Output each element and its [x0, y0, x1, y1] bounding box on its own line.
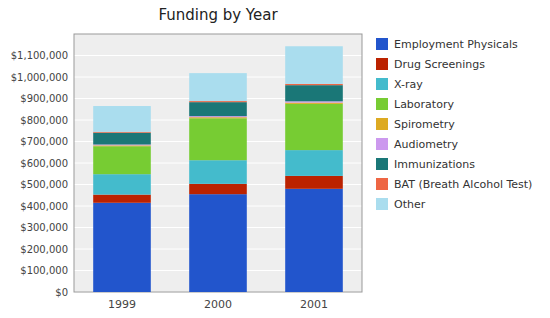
bar-segment [189, 118, 247, 160]
title: Funding by Year [158, 6, 278, 24]
bar-segment [189, 116, 247, 117]
y-tick-label: $100,000 [20, 265, 68, 276]
y-tick-label: $200,000 [20, 244, 68, 255]
legend-swatch [376, 178, 388, 190]
y-tick-label: $600,000 [20, 158, 68, 169]
plot-area [74, 34, 362, 292]
legend-swatch [376, 138, 388, 150]
y-tick-label: $700,000 [20, 136, 68, 147]
legend-swatch [376, 158, 388, 170]
legend-swatch [376, 118, 388, 130]
bars [93, 46, 343, 292]
legend-swatch [376, 98, 388, 110]
bar-segment [189, 117, 247, 118]
bar-segment [285, 46, 343, 84]
bar-segment [285, 150, 343, 176]
legend-swatch [376, 58, 388, 70]
legend-label: Employment Physicals [394, 38, 518, 51]
y-tick-label: $300,000 [20, 222, 68, 233]
bar-segment [93, 174, 151, 194]
legend-label: Other [394, 198, 426, 211]
bar-segment [189, 73, 247, 101]
bar-segment [93, 133, 151, 145]
x-tick-label: 2000 [204, 298, 232, 311]
bar-segment [93, 203, 151, 292]
bar-segment [285, 101, 343, 102]
y-tick-label: $1,100,000 [11, 50, 68, 61]
legend-swatch [376, 78, 388, 90]
legend-label: BAT (Breath Alcohol Test) [394, 178, 532, 191]
y-tick-label: $800,000 [20, 115, 68, 126]
bar-segment [189, 101, 247, 102]
legend: Employment Physicals Drug Screenings X-ray… [376, 38, 532, 211]
y-tick-label: $900,000 [20, 93, 68, 104]
legend-label: Audiometry [394, 138, 459, 151]
legend-label: Laboratory [394, 98, 454, 111]
bar-segment [285, 84, 343, 85]
bar-segment [189, 102, 247, 116]
y-tick-label: $500,000 [20, 179, 68, 190]
bar-segment [93, 145, 151, 147]
bar-segment [285, 189, 343, 292]
bar-segment [189, 184, 247, 194]
x-tick-label: 1999 [108, 298, 136, 311]
y-tick-label: $1,000,000 [11, 72, 68, 83]
legend-label: Spirometry [394, 118, 455, 131]
bar-segment [93, 195, 151, 203]
legend-label: Immunizations [394, 158, 475, 171]
legend-label: X-ray [394, 78, 423, 91]
y-tick-label: $0 [55, 287, 68, 298]
bar-segment [285, 103, 343, 104]
legend-swatch [376, 38, 388, 50]
bar-segment [189, 194, 247, 292]
bar-segment [285, 104, 343, 150]
bar-segment [189, 160, 247, 184]
y-tick-label: $400,000 [20, 201, 68, 212]
plot-frame [74, 34, 362, 292]
bar-segment [93, 106, 151, 132]
chart: Funding by Year $0 $100,000 $200,000 $300,00… [0, 0, 550, 318]
bar-segment [285, 176, 343, 189]
bar-segment [285, 85, 343, 101]
legend-swatch [376, 198, 388, 210]
bar-segment [93, 146, 151, 174]
legend-label: Drug Screenings [394, 58, 485, 71]
x-tick-label: 2001 [300, 298, 328, 311]
